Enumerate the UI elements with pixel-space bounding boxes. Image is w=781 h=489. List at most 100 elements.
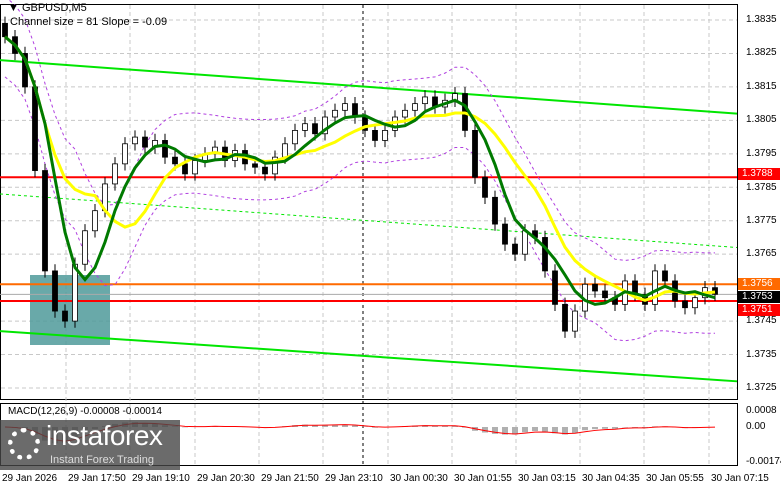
channel-lower-line bbox=[0, 330, 738, 383]
macd-bar bbox=[512, 427, 518, 435]
main-pane bbox=[0, 4, 738, 400]
macd-bar bbox=[542, 427, 548, 432]
time-label: 29 Jan 23:10 bbox=[325, 473, 383, 484]
price-label: 1.3815 bbox=[746, 80, 777, 92]
candle bbox=[592, 283, 598, 292]
candle bbox=[322, 116, 328, 135]
candle bbox=[512, 243, 518, 255]
macd-axis-label: -0.00174 bbox=[746, 455, 781, 467]
macd-bar bbox=[352, 425, 358, 427]
time-label: 29 Jan 17:50 bbox=[68, 473, 126, 484]
candle bbox=[682, 300, 688, 309]
candle bbox=[32, 86, 38, 171]
candle bbox=[92, 210, 98, 232]
candle bbox=[312, 123, 318, 135]
ma-slow-line bbox=[4, 35, 716, 302]
brand-name: instaforex bbox=[46, 420, 163, 451]
macd-bar bbox=[302, 424, 308, 427]
price-label: 1.3725 bbox=[746, 382, 777, 393]
macd-bar bbox=[572, 427, 578, 433]
price-label: 1.3765 bbox=[746, 248, 777, 260]
gear-logo-icon bbox=[8, 428, 40, 460]
candle bbox=[192, 160, 198, 175]
macd-bar bbox=[322, 424, 328, 427]
candle bbox=[382, 130, 388, 141]
candle bbox=[652, 270, 658, 305]
macd-bar bbox=[582, 427, 588, 431]
macd-bar bbox=[522, 427, 528, 433]
time-label: 30 Jan 01:55 bbox=[454, 473, 512, 484]
macd-bar bbox=[532, 427, 538, 432]
macd-bar bbox=[492, 427, 498, 434]
macd-bar bbox=[312, 425, 318, 427]
candle bbox=[572, 310, 578, 332]
candle bbox=[62, 310, 68, 322]
time-label: 30 Jan 05:55 bbox=[646, 473, 704, 484]
candle bbox=[602, 290, 608, 299]
instaforex-logo: instaforex Instant Forex Trading bbox=[0, 420, 180, 470]
brand-tagline: Instant Forex Trading bbox=[50, 454, 154, 466]
price-label: 1.3835 bbox=[746, 14, 777, 25]
candle bbox=[82, 230, 88, 265]
candle bbox=[52, 270, 58, 312]
candle bbox=[492, 196, 498, 225]
time-label: 30 Jan 04:35 bbox=[582, 473, 640, 484]
ma-fast-line bbox=[4, 35, 716, 306]
macd-bar bbox=[602, 427, 608, 429]
price-label: 1.3795 bbox=[746, 147, 777, 159]
candle bbox=[332, 109, 338, 118]
candle bbox=[562, 303, 568, 332]
price-tag: 1.3751 bbox=[738, 304, 780, 316]
candle bbox=[342, 103, 348, 111]
channel-info: Channel size = 81 Slope = -0.09 bbox=[10, 16, 168, 28]
candle bbox=[302, 123, 308, 131]
time-label: 30 Jan 07:15 bbox=[711, 473, 769, 484]
candle bbox=[372, 130, 378, 141]
candle bbox=[282, 143, 288, 158]
macd-bar bbox=[502, 427, 508, 435]
price-label: 1.3805 bbox=[746, 114, 777, 126]
macd-bar bbox=[452, 425, 458, 427]
macd-bar bbox=[332, 424, 338, 427]
candle bbox=[172, 156, 178, 165]
time-label: 29 Jan 20:30 bbox=[197, 473, 255, 484]
candle bbox=[482, 176, 488, 198]
macd-bar bbox=[562, 427, 568, 435]
channel-upper-line bbox=[0, 59, 738, 115]
symbol-label: GBPUSD,M5 bbox=[21, 2, 87, 14]
candle bbox=[472, 130, 478, 178]
price-tag: 1.3788 bbox=[738, 168, 780, 180]
macd-bar bbox=[462, 427, 468, 428]
time-label: 29 Jan 19:10 bbox=[132, 473, 190, 484]
macd-bar bbox=[342, 424, 348, 427]
candle bbox=[262, 166, 268, 175]
macd-axis-label: 0.00 bbox=[746, 421, 766, 432]
candle bbox=[132, 136, 138, 145]
candle bbox=[412, 103, 418, 111]
macd-bar bbox=[432, 425, 438, 427]
candle bbox=[542, 237, 548, 272]
candle bbox=[142, 136, 148, 148]
candle bbox=[112, 163, 118, 185]
time-label: 30 Jan 00:30 bbox=[390, 473, 448, 484]
candle bbox=[402, 109, 408, 118]
candle bbox=[72, 263, 78, 322]
macd-axis-label: 0.0008 bbox=[746, 405, 777, 416]
macd-bar bbox=[552, 427, 558, 434]
chart-symbol: ▼ GBPUSD,M5 bbox=[8, 2, 87, 14]
time-label: 29 Jan 2026 bbox=[2, 473, 58, 484]
candle bbox=[272, 156, 278, 175]
price-label: 1.3825 bbox=[746, 47, 777, 59]
time-label: 30 Jan 03:15 bbox=[518, 473, 576, 484]
macd-bar bbox=[592, 427, 598, 430]
candle bbox=[122, 143, 128, 165]
candle bbox=[502, 223, 508, 245]
candle bbox=[252, 163, 258, 168]
candle bbox=[422, 96, 428, 105]
macd-label: MACD(12,26,9) -0.00008 -0.00014 bbox=[8, 406, 162, 417]
candle bbox=[292, 130, 298, 145]
candle bbox=[552, 270, 558, 305]
candle bbox=[2, 22, 8, 38]
candle bbox=[42, 170, 48, 272]
candle bbox=[692, 297, 698, 309]
